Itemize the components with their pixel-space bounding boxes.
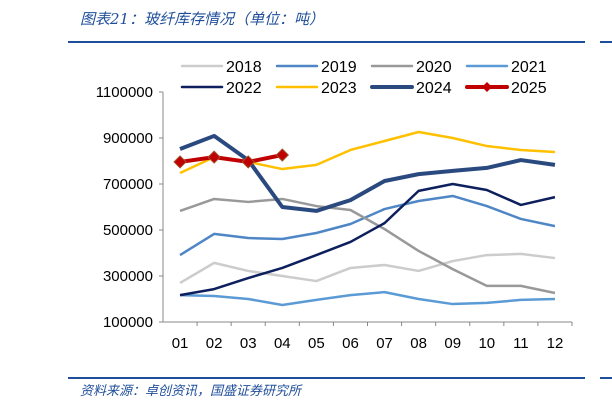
- x-tick-label: 05: [308, 335, 325, 352]
- series-line-2021: [180, 290, 555, 307]
- x-tick-label: 02: [206, 335, 223, 352]
- data-point-2025: [275, 148, 289, 162]
- series-line-2024: [179, 133, 556, 213]
- legend-label-2023: 2023: [321, 80, 357, 97]
- x-tick-label: 12: [547, 335, 564, 352]
- y-tick-label: 900000: [103, 130, 153, 147]
- series-line-2020: [179, 197, 556, 295]
- legend-label-2021: 2021: [511, 59, 547, 76]
- series-line-2022: [179, 182, 556, 297]
- x-tick-label: 11: [513, 335, 529, 352]
- title-rule-right: [600, 41, 612, 43]
- legend-label-2020: 2020: [416, 59, 452, 76]
- title-rule: [68, 41, 585, 43]
- legend-label-2024: 2024: [416, 80, 452, 97]
- legend-marker-2025: [482, 82, 492, 92]
- series-line-2019: [179, 194, 556, 257]
- x-tick-label: 09: [444, 335, 461, 352]
- legend-label-2018: 2018: [226, 59, 262, 76]
- source-rule-right: [600, 377, 612, 379]
- legend-label-2022: 2022: [226, 80, 262, 97]
- x-tick-label: 07: [376, 335, 393, 352]
- data-point-2025: [173, 155, 187, 169]
- y-tick-label: 100000: [103, 314, 153, 331]
- legend-label-2019: 2019: [321, 59, 357, 76]
- series-line-2025: [179, 153, 283, 164]
- chart-title: 图表21：玻纤库存情况（单位：吨）: [80, 10, 325, 28]
- y-tick-label: 500000: [103, 222, 153, 239]
- y-tick-label: 700000: [103, 176, 153, 193]
- y-tick-label: 1100000: [96, 84, 153, 101]
- x-tick-label: 06: [342, 335, 359, 352]
- y-tick-label: 300000: [103, 268, 153, 285]
- legend-label-2025: 2025: [511, 80, 547, 97]
- x-tick-label: 10: [478, 335, 495, 352]
- data-point-2025: [241, 155, 255, 169]
- source-rule: [68, 377, 585, 379]
- source-note: 资料来源：卓创资讯，国盛证券研究所: [80, 384, 302, 399]
- x-tick-label: 01: [172, 335, 189, 352]
- x-tick-label: 08: [410, 335, 427, 352]
- series-line-2018: [179, 252, 556, 284]
- x-tick-label: 03: [240, 335, 257, 352]
- x-tick-label: 04: [274, 335, 291, 352]
- data-point-2025: [207, 150, 221, 164]
